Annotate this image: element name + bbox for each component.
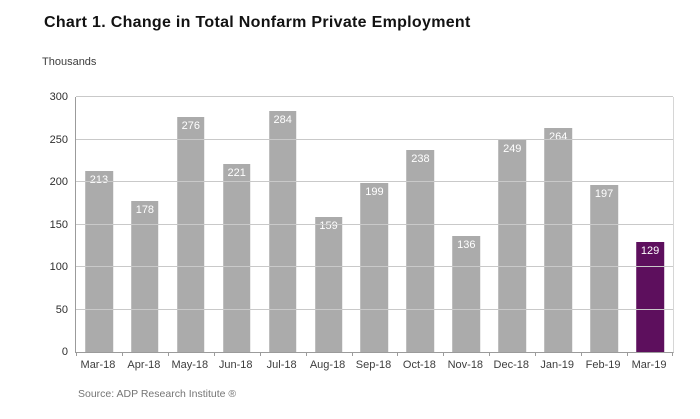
- axis-tick: [581, 352, 583, 356]
- bar-slot: 178: [122, 97, 168, 352]
- x-tick-label: Oct-18: [402, 359, 436, 371]
- bar-value-label: 199: [365, 185, 384, 198]
- source-note: Source: ADP Research Institute ®: [78, 388, 237, 400]
- bar-slot: 284: [260, 97, 306, 352]
- axis-tick: [305, 352, 307, 356]
- axis-tick: [351, 352, 353, 356]
- bar-slot: 238: [397, 97, 443, 352]
- axis-tick: [443, 352, 445, 356]
- axis-tick: [627, 352, 629, 356]
- x-tick-label: Aug-18: [309, 359, 346, 371]
- axis-tick: [489, 352, 491, 356]
- x-tick-label: Feb-19: [585, 359, 621, 371]
- bar: 284: [268, 110, 297, 352]
- bar: 276: [177, 117, 205, 352]
- bar-value-label: 276: [181, 120, 200, 133]
- y-tick-label: 100: [49, 261, 68, 273]
- y-tick-label: 250: [49, 133, 68, 146]
- axis-tick: [76, 352, 77, 356]
- bar: 136: [452, 236, 481, 352]
- bar-value-label: 264: [548, 130, 568, 143]
- bar-value-label: 221: [227, 167, 246, 180]
- bar: 197: [590, 184, 618, 352]
- x-tick-label: Jul-18: [266, 359, 297, 371]
- bars-container: 213 178 276 221 284 159 199 238 136 249 264 197 129: [76, 97, 673, 352]
- gridline: [76, 96, 673, 97]
- bar: 199: [360, 182, 389, 352]
- axis-tick: [672, 352, 673, 356]
- bar: 159: [314, 216, 343, 352]
- bar-slot: 264: [535, 97, 581, 352]
- bar-value-label: 197: [594, 187, 614, 200]
- bar: 249: [498, 140, 527, 352]
- bar: 213: [85, 170, 113, 352]
- bar-slot: 129: [627, 97, 673, 352]
- axis-tick: [397, 352, 399, 356]
- plot-area: 213 178 276 221 284 159 199 238 136 249 264 197 129 …: [50, 91, 674, 358]
- axis-tick: [535, 352, 537, 356]
- x-tick-label: Mar-18: [80, 359, 116, 371]
- x-tick-label: Sep-18: [355, 359, 392, 371]
- chart-title: Chart 1. Change in Total Nonfarm Private…: [44, 14, 471, 31]
- bar-value-label: 159: [319, 219, 338, 232]
- gridline: [76, 266, 673, 267]
- bar-value-label: 238: [411, 152, 430, 165]
- bar-slot: 197: [581, 97, 627, 352]
- bar-slot: 136: [443, 97, 489, 352]
- x-tick-label: Dec-18: [493, 359, 529, 371]
- bar-value-label: 249: [503, 143, 522, 156]
- y-tick-label: 200: [49, 176, 68, 188]
- bar-slot: 249: [489, 97, 535, 352]
- bar-slot: 199: [352, 97, 398, 352]
- axis-tick: [121, 352, 123, 356]
- bar-slot: 159: [306, 97, 352, 352]
- y-axis-unit-label: Thousands: [42, 56, 97, 68]
- axis-tick: [213, 352, 215, 356]
- bar-slot: 221: [214, 97, 260, 352]
- bar-slot: 213: [76, 97, 122, 352]
- gridline: [76, 223, 673, 225]
- x-axis-labels: Mar-18 Apr-18 May-18 Jun-18 Jul-18 Aug-18 Sep-…: [75, 359, 672, 371]
- axis-tick: [167, 352, 169, 356]
- bar: 221: [222, 164, 251, 352]
- x-tick-label: Mar-19: [631, 359, 667, 371]
- bar: 264: [544, 127, 572, 352]
- gridline: [76, 181, 673, 182]
- x-tick-label: Jun-18: [218, 359, 253, 371]
- bar-value-label: 178: [135, 203, 155, 216]
- bar: 238: [406, 149, 435, 352]
- x-tick-label: Apr-18: [127, 359, 161, 371]
- y-tick-label: 150: [49, 218, 68, 231]
- x-tick-label: Nov-18: [447, 359, 484, 371]
- y-tick-label: 0: [61, 346, 68, 358]
- bar-value-label: 284: [273, 113, 292, 126]
- bar: 129: [636, 242, 664, 352]
- bar-value-label: 213: [89, 173, 109, 186]
- gridline: [76, 308, 673, 310]
- y-tick-label: 300: [49, 91, 68, 103]
- gridline: [76, 138, 673, 140]
- axis-tick: [259, 352, 261, 356]
- bar-slot: 276: [168, 97, 214, 352]
- x-tick-label: May-18: [171, 359, 209, 371]
- bar-value-label: 136: [457, 239, 476, 252]
- bar: 178: [131, 200, 159, 352]
- y-tick-label: 50: [55, 303, 68, 316]
- x-tick-label: Jan-19: [540, 359, 574, 371]
- bar-value-label: 129: [640, 245, 660, 258]
